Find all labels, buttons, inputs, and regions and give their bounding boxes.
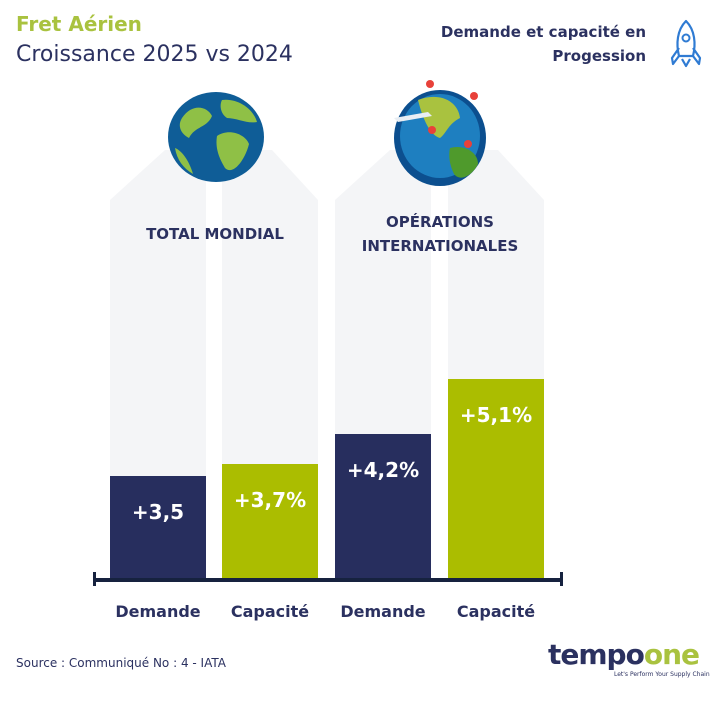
tempoone-logo: tempoone — [548, 638, 700, 671]
data-label: +5,1% — [459, 402, 533, 427]
x-axis — [94, 578, 562, 582]
data-label: +3,5 — [131, 500, 185, 525]
logo-text: one — [643, 638, 700, 671]
data-label: +4,2% — [346, 457, 420, 482]
bar-1: +3,7% — [222, 464, 318, 580]
bar-2: +4,2% — [335, 433, 431, 580]
x-tick-label: Demande — [340, 602, 426, 621]
source-note: Source : Communiqué No : 4 - IATA — [16, 656, 226, 670]
subtitle: Croissance 2025 vs 2024 — [16, 42, 293, 67]
x-tick-label: Capacité — [456, 602, 536, 621]
globe-flight-routes-icon — [394, 80, 486, 186]
globe-icon — [168, 92, 264, 182]
group-label-operations-internationales: OPÉRATIONS INTERNATIONALES — [361, 213, 519, 255]
bar-0: +3,5 — [110, 476, 206, 580]
data-label: +3,7% — [233, 488, 307, 513]
title: Fret Aérien — [16, 12, 142, 36]
x-tick-label: Demande — [115, 602, 201, 621]
axis-tick — [560, 572, 563, 586]
rocket-icon — [670, 19, 702, 68]
x-tick-label: Capacité — [230, 602, 310, 621]
group-label-total-mondial: TOTAL MONDIAL — [146, 225, 284, 243]
bar-3: +5,1% — [448, 378, 544, 580]
axis-tick — [93, 572, 96, 586]
logo-text: tempo — [548, 638, 645, 671]
tagline: Demande et capacité en Progession — [440, 23, 646, 65]
logo-slogan: Let's Perform Your Supply Chain — [614, 671, 710, 678]
